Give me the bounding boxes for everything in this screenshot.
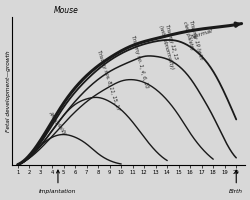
Y-axis label: Fetal development—growth: Fetal development—growth	[6, 51, 10, 132]
Text: Implantation: Implantation	[39, 170, 76, 193]
Text: Mouse: Mouse	[54, 6, 78, 15]
Text: Normal: Normal	[190, 28, 213, 39]
Text: Trisomy 12, 13
(with abnormality): Trisomy 12, 13 (with abnormality)	[158, 23, 180, 69]
Text: Trisomy 19 (with
cleft palate): Trisomy 19 (with cleft palate)	[182, 19, 202, 61]
Text: Aneuploidy: Aneuploidy	[48, 110, 67, 135]
Text: Trisomy nos. 8, 11, 15, 17: Trisomy nos. 8, 11, 15, 17	[96, 49, 120, 110]
Text: Birth: Birth	[228, 170, 242, 193]
Text: Trisomy no. 1, 4, 6, 10: Trisomy no. 1, 4, 6, 10	[130, 35, 149, 88]
